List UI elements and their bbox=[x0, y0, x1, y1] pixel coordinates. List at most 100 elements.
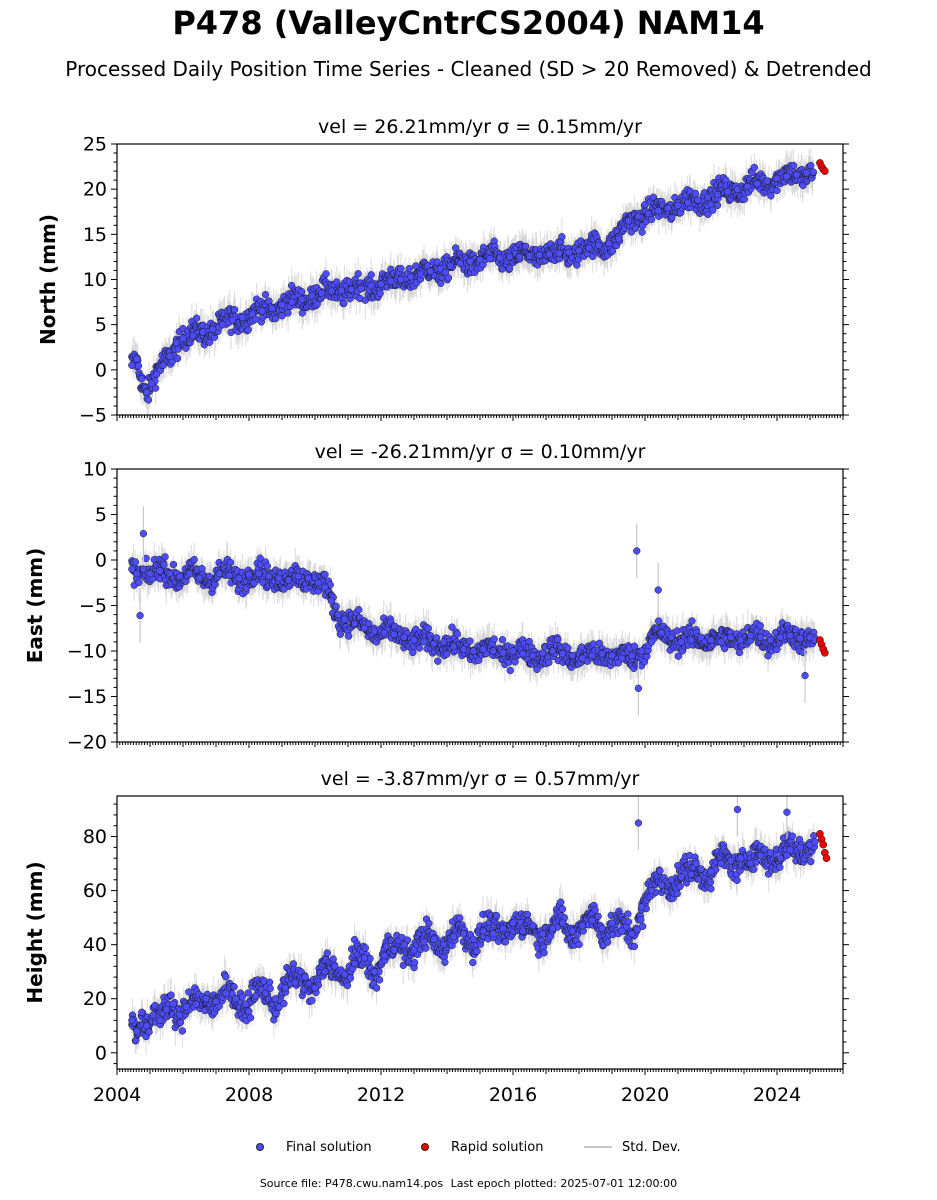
final-solution-point bbox=[410, 946, 418, 954]
final-solution-point bbox=[390, 630, 398, 639]
final-solution-point bbox=[159, 361, 167, 369]
final-solution-point bbox=[677, 873, 685, 881]
final-solution-point bbox=[709, 206, 717, 214]
final-solution-point bbox=[618, 927, 626, 935]
final-solution-point bbox=[706, 878, 715, 886]
figure-title: P478 (ValleyCntrCS2004) NAM14 bbox=[172, 4, 765, 42]
final-solution-point bbox=[341, 970, 349, 979]
final-solution-point bbox=[390, 946, 398, 954]
final-solution-point bbox=[247, 1014, 255, 1022]
final-solution-point bbox=[490, 635, 498, 643]
final-solution-point bbox=[331, 962, 339, 970]
final-solution-point bbox=[476, 255, 484, 264]
rapid-solution-point bbox=[819, 840, 828, 849]
final-solution-point bbox=[162, 1005, 171, 1014]
final-solution-point bbox=[717, 859, 725, 868]
final-solution-point bbox=[244, 989, 252, 997]
final-solution-point bbox=[588, 651, 596, 660]
final-solution-point bbox=[707, 868, 715, 876]
final-solution-point bbox=[598, 924, 606, 933]
final-solution-point bbox=[501, 938, 510, 946]
final-solution-point bbox=[337, 286, 346, 294]
final-solution-point bbox=[515, 253, 524, 261]
final-solution-point bbox=[189, 331, 197, 340]
final-solution-point bbox=[139, 565, 148, 573]
y-tick-label-height: 0 bbox=[95, 1042, 107, 1064]
final-solution-point bbox=[786, 846, 794, 854]
y-tick-label-north: 5 bbox=[95, 314, 107, 336]
final-solution-point bbox=[185, 570, 194, 578]
final-solution-point bbox=[420, 638, 428, 646]
final-solution-point bbox=[638, 647, 646, 655]
final-solution-point bbox=[548, 647, 557, 655]
outlier-point bbox=[634, 819, 643, 827]
y-tick-label-east: 5 bbox=[95, 504, 107, 526]
final-solution-point bbox=[746, 631, 755, 640]
final-solution-point bbox=[568, 651, 577, 660]
final-solution-point bbox=[327, 597, 336, 605]
final-solution-point bbox=[245, 1007, 253, 1016]
final-solution-point bbox=[268, 304, 276, 313]
y-tick-label-north: −5 bbox=[79, 405, 107, 427]
final-solution-point bbox=[733, 185, 742, 193]
final-solution-point bbox=[343, 981, 352, 990]
final-solution-point bbox=[235, 574, 243, 582]
final-solution-point bbox=[545, 250, 553, 258]
rapid-solution-point bbox=[821, 167, 829, 175]
final-solution-point bbox=[265, 572, 273, 581]
final-solution-point bbox=[407, 273, 415, 281]
x-tick-label: 2012 bbox=[357, 1084, 405, 1106]
final-solution-point bbox=[367, 271, 375, 279]
outlier-point bbox=[633, 547, 641, 555]
final-solution-point bbox=[776, 854, 784, 862]
final-solution-point bbox=[434, 657, 442, 665]
final-solution-point bbox=[166, 352, 174, 360]
final-solution-point bbox=[143, 388, 151, 397]
rapid-solution-point bbox=[821, 648, 829, 657]
final-solution-point bbox=[225, 571, 233, 580]
final-solution-point bbox=[222, 973, 230, 981]
y-tick-label-east: −20 bbox=[67, 732, 107, 754]
final-solution-marker-icon bbox=[256, 1143, 264, 1151]
final-solution-point bbox=[251, 992, 260, 1000]
final-solution-point bbox=[492, 911, 501, 920]
final-solution-point bbox=[134, 362, 143, 370]
final-solution-point bbox=[138, 1008, 146, 1016]
final-solution-point bbox=[807, 858, 815, 866]
final-solution-point bbox=[169, 560, 178, 569]
final-solution-point bbox=[634, 212, 643, 220]
final-solution-point bbox=[400, 633, 408, 641]
final-solution-point bbox=[266, 984, 274, 992]
final-solution-point bbox=[654, 207, 662, 215]
final-solution-point bbox=[192, 1000, 200, 1008]
final-solution-point bbox=[796, 634, 804, 642]
final-solution-point bbox=[340, 299, 348, 308]
final-solution-point bbox=[440, 941, 448, 949]
final-solution-point bbox=[133, 1027, 141, 1035]
final-solution-point bbox=[608, 247, 617, 255]
final-solution-point bbox=[173, 354, 182, 363]
final-solution-point bbox=[713, 201, 722, 209]
final-solution-point bbox=[697, 865, 705, 873]
panel-north: vel = 26.21mm/yr σ = 0.15mm/yr North (mm)… bbox=[36, 116, 849, 427]
final-solution-point bbox=[245, 570, 253, 579]
final-solution-point bbox=[789, 161, 798, 170]
final-solution-point bbox=[525, 252, 534, 260]
final-solution-point bbox=[555, 249, 563, 257]
y-tick-label-north: 10 bbox=[83, 269, 107, 291]
final-solution-point bbox=[687, 636, 695, 644]
final-points-north bbox=[128, 161, 817, 404]
final-solution-point bbox=[420, 938, 428, 946]
final-solution-point bbox=[677, 638, 685, 646]
final-solution-point bbox=[628, 651, 636, 660]
plot-area-height bbox=[128, 796, 831, 1055]
y-tick-label-height: 20 bbox=[83, 988, 107, 1010]
final-solution-point bbox=[446, 262, 454, 270]
footer-last-epoch: Last epoch plotted: 2025-07-01 12:00:00 bbox=[450, 1177, 678, 1190]
final-solution-point bbox=[347, 285, 355, 294]
final-solution-point bbox=[793, 171, 801, 179]
final-solution-point bbox=[367, 282, 375, 290]
final-solution-point bbox=[756, 633, 765, 641]
outlier-point bbox=[733, 805, 742, 814]
y-axis-label-north: North (mm) bbox=[36, 214, 60, 345]
